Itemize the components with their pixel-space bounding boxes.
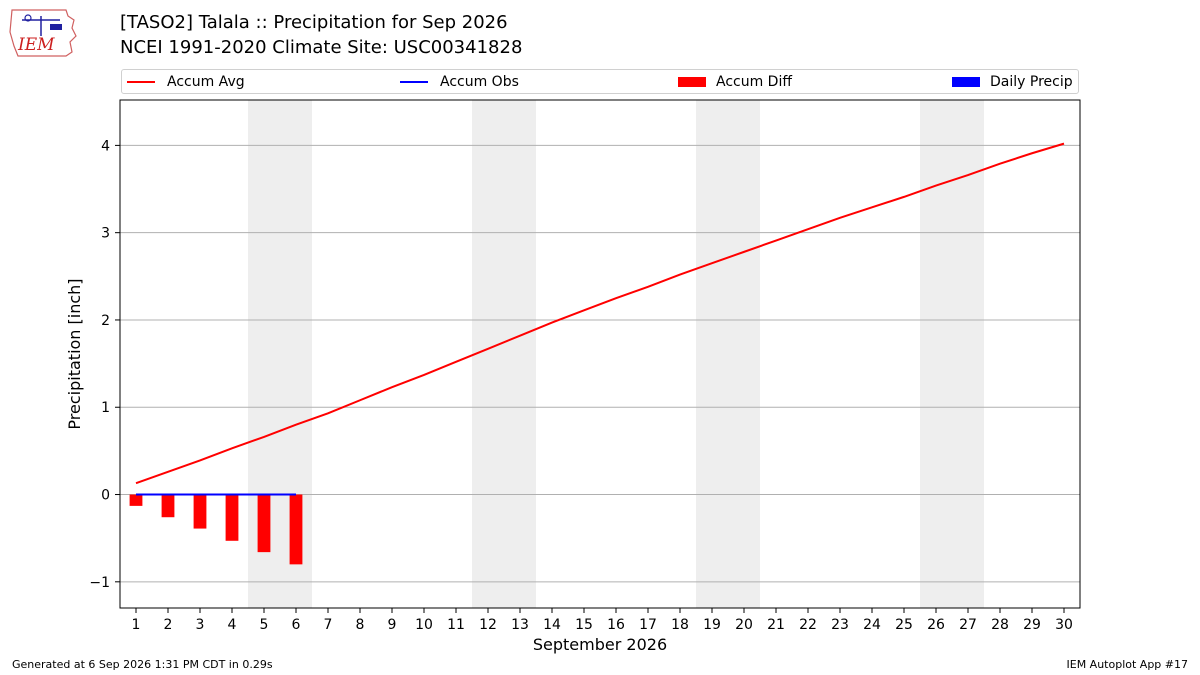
x-tick-label: 18 <box>671 617 689 633</box>
bar-accum-diff <box>257 494 271 553</box>
chart-subtitle: NCEI 1991-2020 Climate Site: USC00341828 <box>120 37 523 58</box>
x-tick-label: 1 <box>132 617 141 633</box>
bar-accum-diff <box>129 494 143 506</box>
logo-text: IEM <box>17 35 55 55</box>
iem-logo: IEM <box>8 6 80 60</box>
x-tick-label: 29 <box>1023 617 1041 633</box>
x-tick-label: 28 <box>991 617 1009 633</box>
x-tick-label: 16 <box>607 617 625 633</box>
series-line-accum-avg <box>135 142 1065 485</box>
legend-label: Daily Precip <box>990 74 1073 90</box>
chart-title: [TASO2] Talala :: Precipitation for Sep … <box>120 12 508 33</box>
legend-label: Accum Obs <box>440 74 519 90</box>
x-tick-label: 25 <box>895 617 913 633</box>
x-tick-label: 21 <box>767 617 785 633</box>
x-tick-label: 6 <box>292 617 301 633</box>
y-axis-label: Precipitation [inch] <box>65 278 84 429</box>
x-tick-label: 8 <box>356 617 365 633</box>
x-tick-label: 17 <box>639 617 657 633</box>
generated-timestamp: Generated at 6 Sep 2026 1:31 PM CDT in 0… <box>12 658 273 671</box>
bar-accum-diff <box>193 494 207 529</box>
x-tick-label: 5 <box>260 617 269 633</box>
legend-item-accum-diff: Accum Diff <box>678 74 792 90</box>
legend-swatch <box>127 81 155 83</box>
x-tick-label: 12 <box>479 617 497 633</box>
x-tick-label: 14 <box>543 617 561 633</box>
weekend-band <box>696 100 760 608</box>
x-tick-label: 10 <box>415 617 433 633</box>
y-tick-label: 2 <box>101 313 110 329</box>
x-tick-label: 15 <box>575 617 593 633</box>
y-tick-label: 1 <box>101 400 110 416</box>
bar-accum-diff <box>225 494 239 541</box>
legend-label: Accum Diff <box>716 74 793 90</box>
plot-frame <box>119 99 1081 609</box>
x-tick-label: 19 <box>703 617 721 633</box>
x-tick-label: 24 <box>863 617 881 633</box>
y-tick-label: 0 <box>101 488 110 504</box>
x-tick-label: 13 <box>511 617 529 633</box>
x-tick-label: 30 <box>1055 617 1073 633</box>
y-tick-label: −1 <box>89 575 110 591</box>
legend-swatch <box>952 77 980 87</box>
legend-swatch <box>678 77 706 87</box>
legend-item-accum-obs: Accum Obs <box>400 74 519 90</box>
x-tick-label: 27 <box>959 617 977 633</box>
bar-accum-diff <box>289 494 303 565</box>
x-tick-label: 26 <box>927 617 945 633</box>
x-tick-label: 3 <box>196 617 205 633</box>
weekend-band <box>920 100 984 608</box>
legend-label: Accum Avg <box>167 74 245 90</box>
chart-legend: Accum Avg Accum Obs Accum Diff Daily Pre… <box>121 69 1079 94</box>
x-tick-label: 20 <box>735 617 753 633</box>
legend-swatch <box>400 81 428 83</box>
bar-accum-diff <box>161 494 175 518</box>
x-tick-label: 23 <box>831 617 849 633</box>
x-tick-label: 11 <box>447 617 465 633</box>
x-tick-label: 9 <box>388 617 397 633</box>
x-axis-label: September 2026 <box>533 635 667 654</box>
legend-item-accum-avg: Accum Avg <box>127 74 245 90</box>
x-tick-label: 22 <box>799 617 817 633</box>
x-tick-label: 7 <box>324 617 333 633</box>
y-tick-label: 4 <box>101 138 110 154</box>
x-tick-label: 4 <box>228 617 237 633</box>
x-tick-label: 2 <box>164 617 173 633</box>
y-tick-label: 3 <box>101 226 110 242</box>
legend-item-daily-precip: Daily Precip <box>952 74 1073 90</box>
weekend-band <box>472 100 536 608</box>
app-credit: IEM Autoplot App #17 <box>1066 658 1189 671</box>
